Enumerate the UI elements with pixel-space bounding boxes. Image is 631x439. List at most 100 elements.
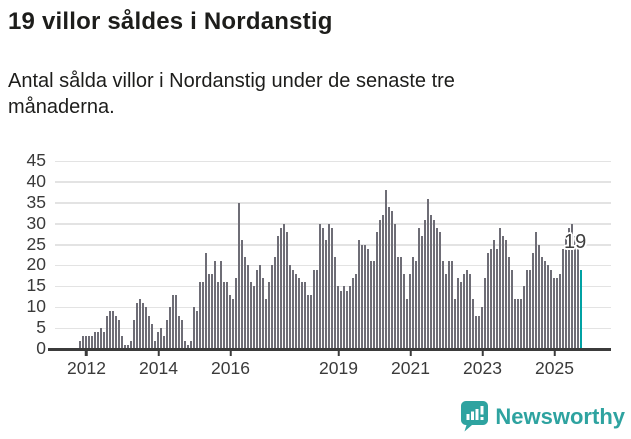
bar — [409, 273, 412, 349]
bar — [178, 315, 181, 349]
bar — [196, 311, 199, 349]
gridline — [55, 202, 611, 204]
bar — [301, 282, 304, 349]
bar — [307, 294, 310, 349]
bar — [280, 227, 283, 349]
bar — [370, 261, 373, 349]
newsworthy-logo-icon — [461, 401, 489, 432]
bar — [271, 265, 274, 349]
bar — [442, 261, 445, 349]
bar — [208, 273, 211, 349]
bar — [541, 257, 544, 349]
bar — [352, 277, 355, 349]
bar — [385, 190, 388, 349]
x-axis-tick — [85, 350, 88, 356]
bar — [472, 298, 475, 349]
highlighted-bar — [580, 269, 583, 349]
bar — [319, 223, 322, 349]
bar — [115, 315, 118, 349]
bar — [229, 294, 232, 349]
bar — [328, 223, 331, 349]
bar — [493, 240, 496, 349]
bar — [103, 332, 106, 349]
bar — [400, 257, 403, 349]
bar — [478, 315, 481, 349]
x-axis-tick — [337, 350, 340, 356]
y-axis-tick-label: 15 — [26, 275, 46, 296]
bar — [331, 227, 334, 349]
bar — [223, 282, 226, 349]
bar — [358, 240, 361, 349]
y-axis-tick-label: 10 — [26, 296, 46, 317]
x-axis-tick-label: 2016 — [211, 358, 250, 378]
bar — [97, 332, 100, 349]
bar — [538, 244, 541, 349]
x-axis-ticks: 2012 2014 2016 2019 2021 2023 2025 — [67, 349, 583, 379]
bar — [502, 236, 505, 349]
bar — [109, 311, 112, 349]
bar — [292, 269, 295, 349]
bar — [355, 273, 358, 349]
bar — [253, 286, 256, 349]
bar — [412, 257, 415, 349]
bar — [391, 211, 394, 349]
bar — [481, 307, 484, 349]
y-axis-tick-label: 5 — [36, 317, 46, 338]
bar — [550, 269, 553, 349]
bar — [172, 294, 175, 349]
bar — [136, 303, 139, 349]
y-axis-tick-label: 45 — [26, 150, 46, 170]
bar — [544, 261, 547, 349]
bar — [175, 294, 178, 349]
bar — [304, 282, 307, 349]
gridline — [55, 160, 611, 162]
bar — [571, 223, 574, 349]
bar — [256, 269, 259, 349]
bar — [88, 336, 91, 349]
bar — [214, 261, 217, 349]
bar — [325, 240, 328, 349]
bar — [361, 244, 364, 349]
bar — [274, 257, 277, 349]
bar — [145, 307, 148, 349]
bar — [82, 336, 85, 349]
bar — [388, 206, 391, 349]
bar — [334, 257, 337, 349]
bar — [247, 265, 250, 349]
bar — [499, 227, 502, 349]
y-axis-labels: 0 5 10 15 20 25 30 35 40 45 — [0, 150, 46, 358]
bar — [139, 298, 142, 349]
bar — [406, 298, 409, 349]
bar — [460, 282, 463, 349]
chart-subtitle: Antal sålda villor i Nordanstig under de… — [8, 70, 455, 118]
bar — [166, 319, 169, 349]
bar — [286, 232, 289, 349]
bar — [394, 223, 397, 349]
x-axis-tick-label: 2023 — [463, 358, 502, 378]
page-title: 19 villor såldes i Nordanstig — [8, 8, 333, 35]
x-axis-tick-label: 2021 — [391, 358, 430, 378]
bar — [298, 277, 301, 349]
x-axis-tick — [229, 350, 232, 356]
y-axis-tick-label: 30 — [26, 212, 46, 233]
bar — [466, 269, 469, 349]
bar — [577, 244, 580, 349]
bar — [475, 315, 478, 349]
bar — [559, 273, 562, 349]
bar — [484, 277, 487, 349]
bar — [106, 315, 109, 349]
bar — [142, 303, 145, 349]
bar — [130, 340, 133, 349]
bar — [439, 232, 442, 349]
bar — [205, 252, 208, 349]
bar — [568, 227, 571, 349]
x-axis-tick-label: 2025 — [535, 358, 574, 378]
bar — [508, 257, 511, 349]
bar — [244, 257, 247, 349]
bar — [535, 232, 538, 349]
bar — [154, 340, 157, 349]
bar — [169, 307, 172, 349]
bar — [373, 261, 376, 349]
x-axis-tick-label: 2012 — [67, 358, 106, 378]
bar — [295, 273, 298, 349]
